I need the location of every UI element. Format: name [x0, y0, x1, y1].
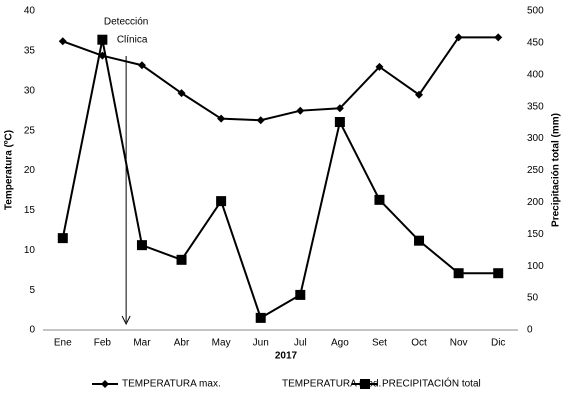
- point: [453, 268, 464, 279]
- y2-tick-label: 300: [527, 133, 544, 144]
- y-axis-title: Temperatura (ºC): [4, 130, 15, 210]
- point: [296, 106, 305, 115]
- point: [97, 34, 108, 45]
- legend-label: TEMPERATURA max.: [122, 379, 221, 390]
- point: [217, 114, 226, 123]
- y-tick-label: 35: [24, 46, 36, 57]
- y2-tick-label: 400: [527, 69, 544, 80]
- x-tick-label: Ene: [54, 338, 72, 349]
- point: [494, 33, 503, 42]
- point: [335, 104, 344, 113]
- y2-tick-label: 350: [527, 101, 544, 112]
- point: [255, 312, 266, 323]
- y-tick-label: 30: [24, 85, 36, 96]
- annotation-arrowhead: [121, 315, 131, 326]
- point: [334, 117, 345, 128]
- annotation: Clínica: [117, 35, 148, 46]
- x-tick-label: May: [212, 338, 231, 349]
- x-tick-label: Jun: [253, 338, 269, 349]
- y2-tick-label: 0: [527, 325, 533, 336]
- point: [176, 254, 187, 265]
- y2-tick-label: 100: [527, 261, 544, 272]
- x-tick-label: Jul: [294, 338, 307, 349]
- point: [415, 90, 424, 99]
- point: [137, 61, 146, 70]
- point: [57, 233, 68, 244]
- series-line: [62, 36, 499, 122]
- annotation: Detección: [104, 17, 148, 28]
- x-tick-label: Mar: [133, 338, 151, 349]
- point: [256, 116, 265, 125]
- x-tick-label: Dic: [491, 338, 505, 349]
- x-tick-label: Oct: [411, 338, 427, 349]
- y-tick-label: 40: [24, 6, 36, 17]
- point: [136, 240, 147, 251]
- point: [493, 268, 504, 279]
- point: [414, 235, 425, 246]
- point: [454, 33, 463, 42]
- x-tick-label: Nov: [450, 338, 468, 349]
- y-tick-label: 25: [24, 125, 36, 136]
- point: [375, 62, 384, 71]
- x-tick-label: Set: [372, 338, 387, 349]
- y2-tick-label: 150: [527, 229, 544, 240]
- point: [177, 89, 186, 98]
- y2-tick-label: 250: [527, 165, 544, 176]
- y2-tick-label: 50: [527, 293, 539, 304]
- y-tick-label: 20: [24, 165, 36, 176]
- y-tick-label: 10: [24, 245, 36, 256]
- legend-marker: [101, 380, 109, 388]
- y2-axis-title: Precipitación total (mm): [551, 113, 562, 227]
- y-tick-label: 15: [24, 205, 36, 216]
- point: [374, 194, 385, 205]
- y2-tick-label: 500: [527, 6, 544, 17]
- point: [216, 196, 227, 207]
- legend-marker: [360, 379, 370, 389]
- y2-tick-label: 200: [527, 197, 544, 208]
- legend-label: TEMPERATURA med.: [282, 379, 381, 390]
- y-tick-label: 0: [29, 325, 35, 336]
- y2-tick-label: 450: [527, 38, 544, 49]
- point: [295, 289, 306, 300]
- y-tick-label: 5: [29, 285, 35, 296]
- x-tick-label: Feb: [94, 338, 112, 349]
- x-axis-title: 2017: [275, 351, 298, 362]
- series-line: [61, 39, 499, 320]
- x-tick-label: Abr: [174, 338, 190, 349]
- x-tick-label: Ago: [331, 338, 349, 349]
- point: [58, 37, 67, 46]
- legend-label: PRECIPITACIÓN total: [382, 377, 481, 390]
